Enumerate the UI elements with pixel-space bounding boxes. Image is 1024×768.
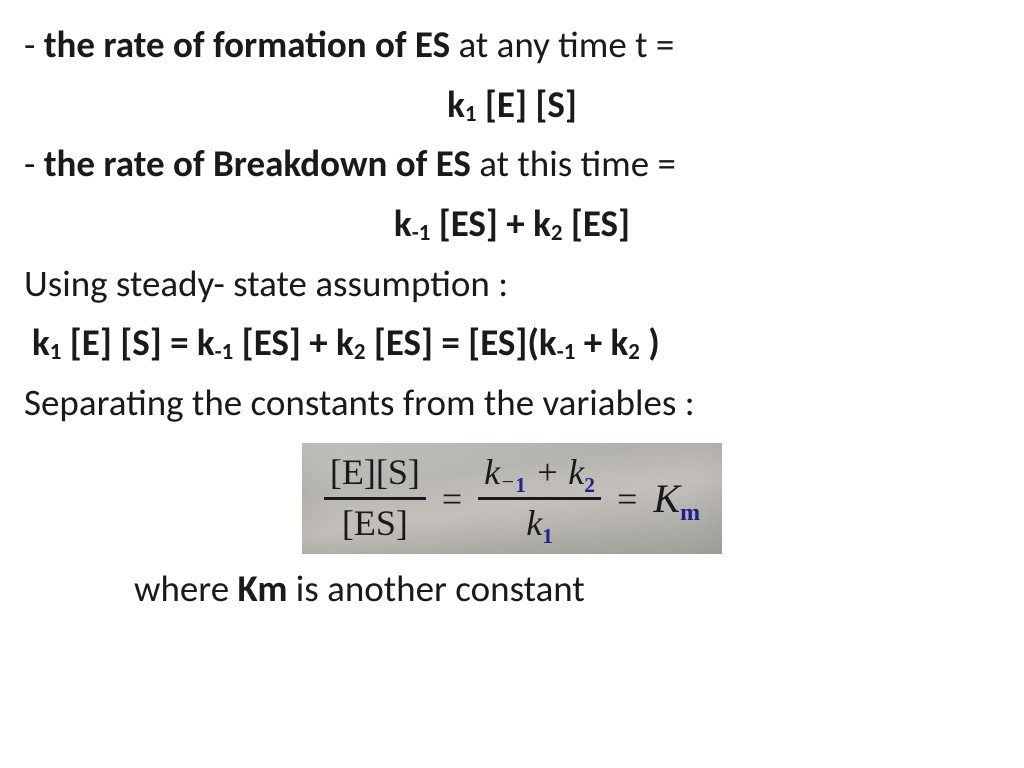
formula1-rest: [E] [S] xyxy=(477,82,577,127)
formula-formation: k1 [E] [S] xyxy=(24,78,1000,132)
eq3-a: k xyxy=(32,320,50,365)
bullet2-bold: the rate of Breakdown of ES xyxy=(44,141,471,186)
footer-a: where xyxy=(134,566,237,611)
eq3-b: [E] [S] = k xyxy=(61,320,214,365)
steady-state-line: Using steady- state assumption : xyxy=(24,257,1000,311)
fraction-left: [E][S] [ES] xyxy=(324,453,426,543)
footer-km: Km xyxy=(237,566,287,611)
bullet1-bold: the rate of formation of ES xyxy=(44,22,450,67)
equals-1: = xyxy=(440,478,464,520)
frac1-numerator: [E][S] xyxy=(324,453,426,497)
bullet1-rest: at any time t = xyxy=(450,22,674,67)
bullet-dash: - xyxy=(24,22,44,67)
k-sym-a: k xyxy=(394,201,412,246)
eq3-as: 1 xyxy=(50,338,62,366)
eq3-d: [ES] = [ES](k xyxy=(365,320,556,365)
bullet-line-formation: - the rate of formation of ES at any tim… xyxy=(24,18,1000,72)
km-K: K xyxy=(653,476,680,521)
equals-2: = xyxy=(615,478,639,520)
frac2-num-minus: − xyxy=(500,469,515,494)
equation-paper: [E][S] [ES] = k−1 + k2 k1 = Km xyxy=(302,443,722,553)
frac2-num-hand1: 1 xyxy=(515,473,526,497)
formula2-mid: [ES] + k xyxy=(430,201,551,246)
km-sub: m xyxy=(680,500,700,526)
eq3-c: [ES] + k xyxy=(233,320,354,365)
eq3-es: 2 xyxy=(628,338,640,366)
separating-line: Separating the constants from the variab… xyxy=(24,376,1000,430)
fraction-right: k−1 + k2 k1 xyxy=(478,453,601,543)
eq3-cs: 2 xyxy=(354,338,366,366)
footer-line: where Km is another constant xyxy=(24,562,1000,616)
k-sub-2: 2 xyxy=(551,219,563,247)
formula-breakdown: k-1 [ES] + k2 [ES] xyxy=(24,197,1000,251)
frac2-den-k: k xyxy=(526,503,542,543)
frac1-denominator: [ES] xyxy=(336,500,414,544)
frac2-num-plus: + k xyxy=(526,452,584,492)
frac2-num-k1: k xyxy=(484,452,500,492)
bullet2-rest: at this time = xyxy=(471,141,676,186)
eq3-bs: -1 xyxy=(215,338,234,366)
steady-state-equation: k1 [E] [S] = k-1 [ES] + k2 [ES] = [ES](k… xyxy=(24,316,1000,370)
equation-image-block: [E][S] [ES] = k−1 + k2 k1 = Km xyxy=(24,443,1000,553)
k-sub-neg1: -1 xyxy=(412,219,431,247)
formula2-end: [ES] xyxy=(562,201,630,246)
frac2-denominator: k1 xyxy=(520,500,559,544)
frac2-den-hand: 1 xyxy=(542,524,553,548)
eq3-f: ) xyxy=(640,320,660,365)
equation-content: [E][S] [ES] = k−1 + k2 k1 = Km xyxy=(324,453,700,543)
frac2-num-hand2: 2 xyxy=(584,473,595,497)
eq3-ds: -1 xyxy=(557,338,576,366)
k-symbol: k xyxy=(447,82,465,127)
eq3-e: + k xyxy=(575,320,628,365)
bullet-line-breakdown: - the rate of Breakdown of ES at this ti… xyxy=(24,137,1000,191)
km-constant: Km xyxy=(653,475,700,522)
k-sub-1: 1 xyxy=(465,100,477,128)
footer-c: is another constant xyxy=(287,566,584,611)
bullet-dash-2: - xyxy=(24,141,44,186)
frac2-numerator: k−1 + k2 xyxy=(478,453,601,497)
